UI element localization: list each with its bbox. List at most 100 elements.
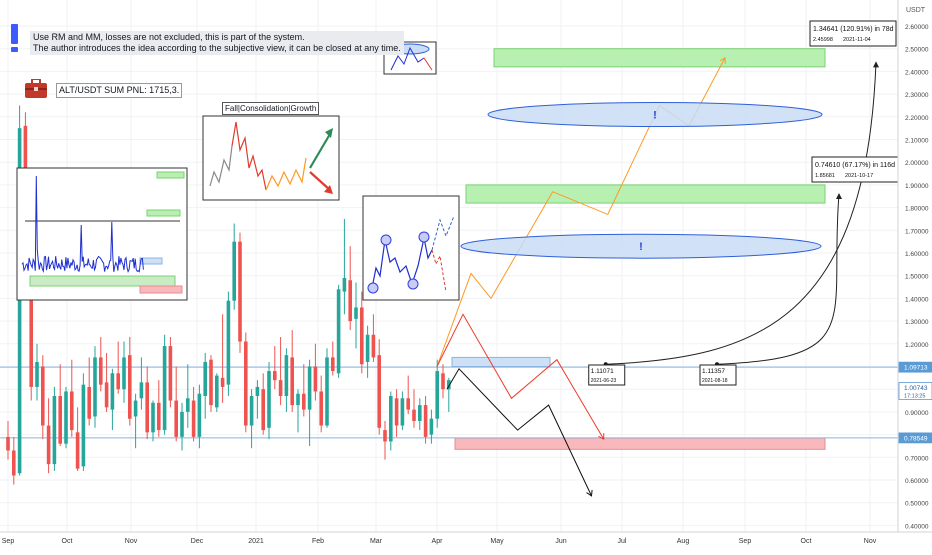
- target-callout: 0.74610 (67.17%) in 116d 1.85681 2021-10-1…: [811, 156, 899, 183]
- time-axis-bg: [0, 532, 932, 550]
- candle-body: [249, 396, 254, 426]
- target-zone: [465, 184, 826, 204]
- candle-body: [41, 366, 45, 426]
- wave-pivot: [367, 282, 379, 294]
- candle-body: [128, 355, 132, 419]
- candle: [238, 232, 242, 353]
- candle-body: [46, 425, 51, 465]
- candle-body: [331, 357, 335, 372]
- inset-zone: [139, 257, 163, 265]
- scenario-growth-arrow: [309, 133, 331, 169]
- x-tick-label: May: [490, 538, 504, 545]
- candle: [441, 364, 445, 399]
- candle: [377, 339, 381, 435]
- candle-body: [133, 400, 138, 417]
- callout-value: 1.11071: [591, 368, 614, 375]
- candle: [278, 336, 283, 406]
- candle-body: [383, 430, 387, 442]
- target-callout-headline: 0.74610 (67.17%) in 116d: [815, 162, 895, 169]
- candle-body: [429, 418, 434, 435]
- candle-body: [423, 405, 428, 437]
- alert-icon: [10, 24, 20, 52]
- scenario-consolidation: [265, 157, 307, 191]
- wave-projection-down: [431, 249, 447, 293]
- y-tick-label: 2.10000: [905, 138, 929, 145]
- inset-zone: [146, 209, 181, 217]
- price-tag-time: 17:13:25: [904, 394, 925, 400]
- candle-body: [162, 346, 167, 431]
- briefcase-icon: [25, 78, 47, 98]
- candle: [336, 284, 341, 378]
- horizontal-levels: [0, 366, 898, 439]
- price-tag-bg: [898, 361, 932, 373]
- target-callout-value: 1.85681: [815, 173, 835, 179]
- pnl-label: ALT/USDT SUM PNL: 1715,3.: [56, 83, 183, 98]
- y-tick-label: 2.20000: [905, 115, 929, 122]
- y-tick-label: 0.90000: [905, 410, 929, 417]
- candle: [232, 223, 236, 310]
- candle: [435, 359, 439, 428]
- candle-body: [12, 450, 16, 476]
- callout-date: 2021-08-18: [702, 378, 728, 384]
- price-axis-bg: [898, 0, 932, 550]
- x-tick-label: Jul: [618, 538, 627, 545]
- candle: [186, 364, 190, 428]
- quote-unit: USDT: [906, 7, 926, 14]
- candle: [383, 420, 387, 460]
- candle-body: [418, 405, 422, 421]
- candle-body: [93, 357, 97, 417]
- candle-body: [406, 398, 410, 410]
- consolidation-arrowhead: [586, 489, 593, 497]
- wave-projection-up: [431, 215, 455, 251]
- inset-zone: [29, 275, 176, 287]
- candle-body: [267, 371, 271, 428]
- x-tick-label: Oct: [62, 538, 73, 545]
- candle: [406, 375, 410, 415]
- candle: [423, 396, 428, 444]
- wave-pivot: [418, 231, 430, 243]
- candle-body: [238, 241, 242, 342]
- candle: [447, 377, 451, 412]
- candle-body: [284, 355, 289, 397]
- consolidation-projection: [446, 367, 592, 497]
- candle-body: [441, 373, 445, 390]
- y-tick-label: 0.60000: [905, 478, 929, 485]
- candle: [41, 355, 45, 440]
- candle-body: [348, 280, 352, 322]
- price-axis: 0.400000.500000.600000.700000.800000.900…: [897, 0, 932, 550]
- candle: [394, 389, 399, 437]
- candle-body: [302, 393, 306, 410]
- candle-body: [255, 386, 260, 397]
- candle: [313, 343, 318, 401]
- candle: [255, 380, 260, 419]
- callout-value: 1.11357: [702, 368, 725, 375]
- candle: [215, 373, 219, 412]
- exclamation-marker: !: [653, 110, 657, 122]
- candlestick-series: [6, 105, 451, 485]
- highlight-ellipse: [487, 102, 823, 128]
- y-tick-label: 1.60000: [905, 251, 929, 258]
- target-callout-frame: [809, 20, 897, 47]
- candle-body: [319, 391, 323, 426]
- candle: [157, 380, 161, 437]
- inset-mini-chart: [16, 167, 188, 301]
- scenario-fall-arrow: [309, 171, 331, 191]
- candle-body: [371, 334, 376, 358]
- candle-body: [226, 300, 231, 385]
- candle: [348, 246, 352, 331]
- inset-price-line: [21, 175, 144, 274]
- scenario-fall-red: [231, 121, 267, 191]
- disclaimer-line-1: Use RM and MM, losses are not excluded, …: [33, 32, 305, 42]
- price-tag-value: 1.09713: [904, 365, 928, 372]
- candle-body: [215, 375, 219, 408]
- target-zone: [493, 48, 826, 68]
- candle-body: [191, 400, 196, 437]
- inset-panels: [16, 41, 460, 301]
- candle-body: [400, 398, 405, 426]
- x-tick-label: Sep: [739, 538, 752, 545]
- y-tick-label: 2.50000: [905, 47, 929, 54]
- inset-zone: [139, 285, 183, 294]
- y-tick-label: 0.70000: [905, 455, 929, 462]
